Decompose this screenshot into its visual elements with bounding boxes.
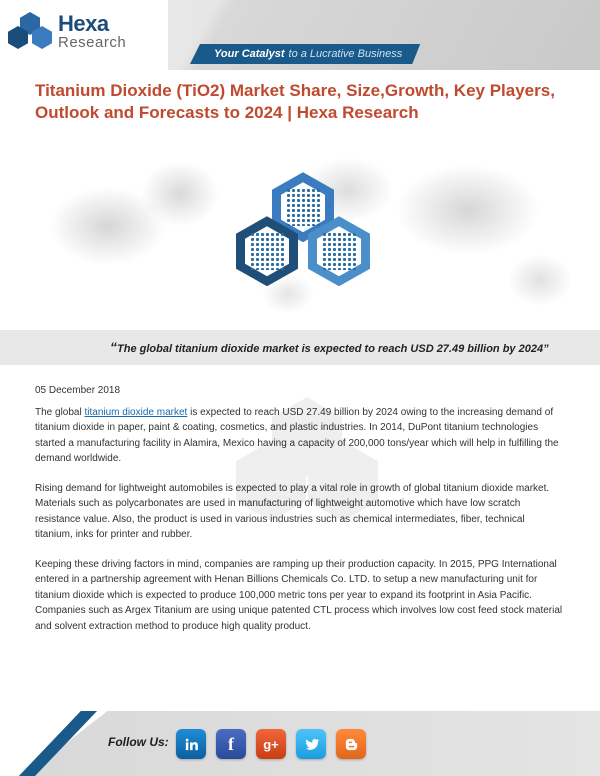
logo-text: Hexa Research <box>58 13 126 50</box>
publish-date: 05 December 2018 <box>35 383 565 399</box>
quote-text: The global titanium dioxide market is ex… <box>117 343 543 355</box>
header: Hexa Research Your Catalyst to a Lucrati… <box>0 0 600 70</box>
facebook-icon[interactable]: f <box>216 729 246 759</box>
hexa-logo-icon <box>6 8 52 54</box>
tagline-rest: to a Lucrative Business <box>289 48 403 60</box>
intro-prefix: The global <box>35 407 84 418</box>
linkedin-icon[interactable] <box>176 729 206 759</box>
tagline-strong: Your Catalyst <box>214 48 285 60</box>
document-page: Hexa Research Your Catalyst to a Lucrati… <box>0 0 600 776</box>
page-title: Titanium Dioxide (TiO2) Market Share, Si… <box>0 70 600 130</box>
logo-text-main: Hexa <box>58 13 126 35</box>
article-body: 05 December 2018 The global titanium dio… <box>0 365 600 700</box>
footer: Follow Us: f g+ <box>0 711 600 776</box>
paragraph-2: Rising demand for lightweight automobile… <box>35 481 565 543</box>
pull-quote: “The global titanium dioxide market is e… <box>0 330 600 365</box>
market-link[interactable]: titanium dioxide market <box>84 407 187 418</box>
hero-graphic <box>0 130 600 330</box>
logo-text-sub: Research <box>58 35 126 50</box>
logo: Hexa Research <box>6 8 126 54</box>
hexa-large-logo-icon <box>230 170 370 310</box>
paragraph-3: Keeping these driving factors in mind, c… <box>35 557 565 635</box>
close-quote-icon: ” <box>543 343 549 355</box>
paragraph-1: The global titanium dioxide market is ex… <box>35 405 565 467</box>
open-quote-icon: “ <box>110 339 117 355</box>
blogger-icon[interactable] <box>336 729 366 759</box>
social-links: f g+ <box>176 729 366 759</box>
tagline-banner: Your Catalyst to a Lucrative Business <box>190 44 420 64</box>
twitter-icon[interactable] <box>296 729 326 759</box>
googleplus-icon[interactable]: g+ <box>256 729 286 759</box>
follow-label: Follow Us: <box>108 735 169 749</box>
